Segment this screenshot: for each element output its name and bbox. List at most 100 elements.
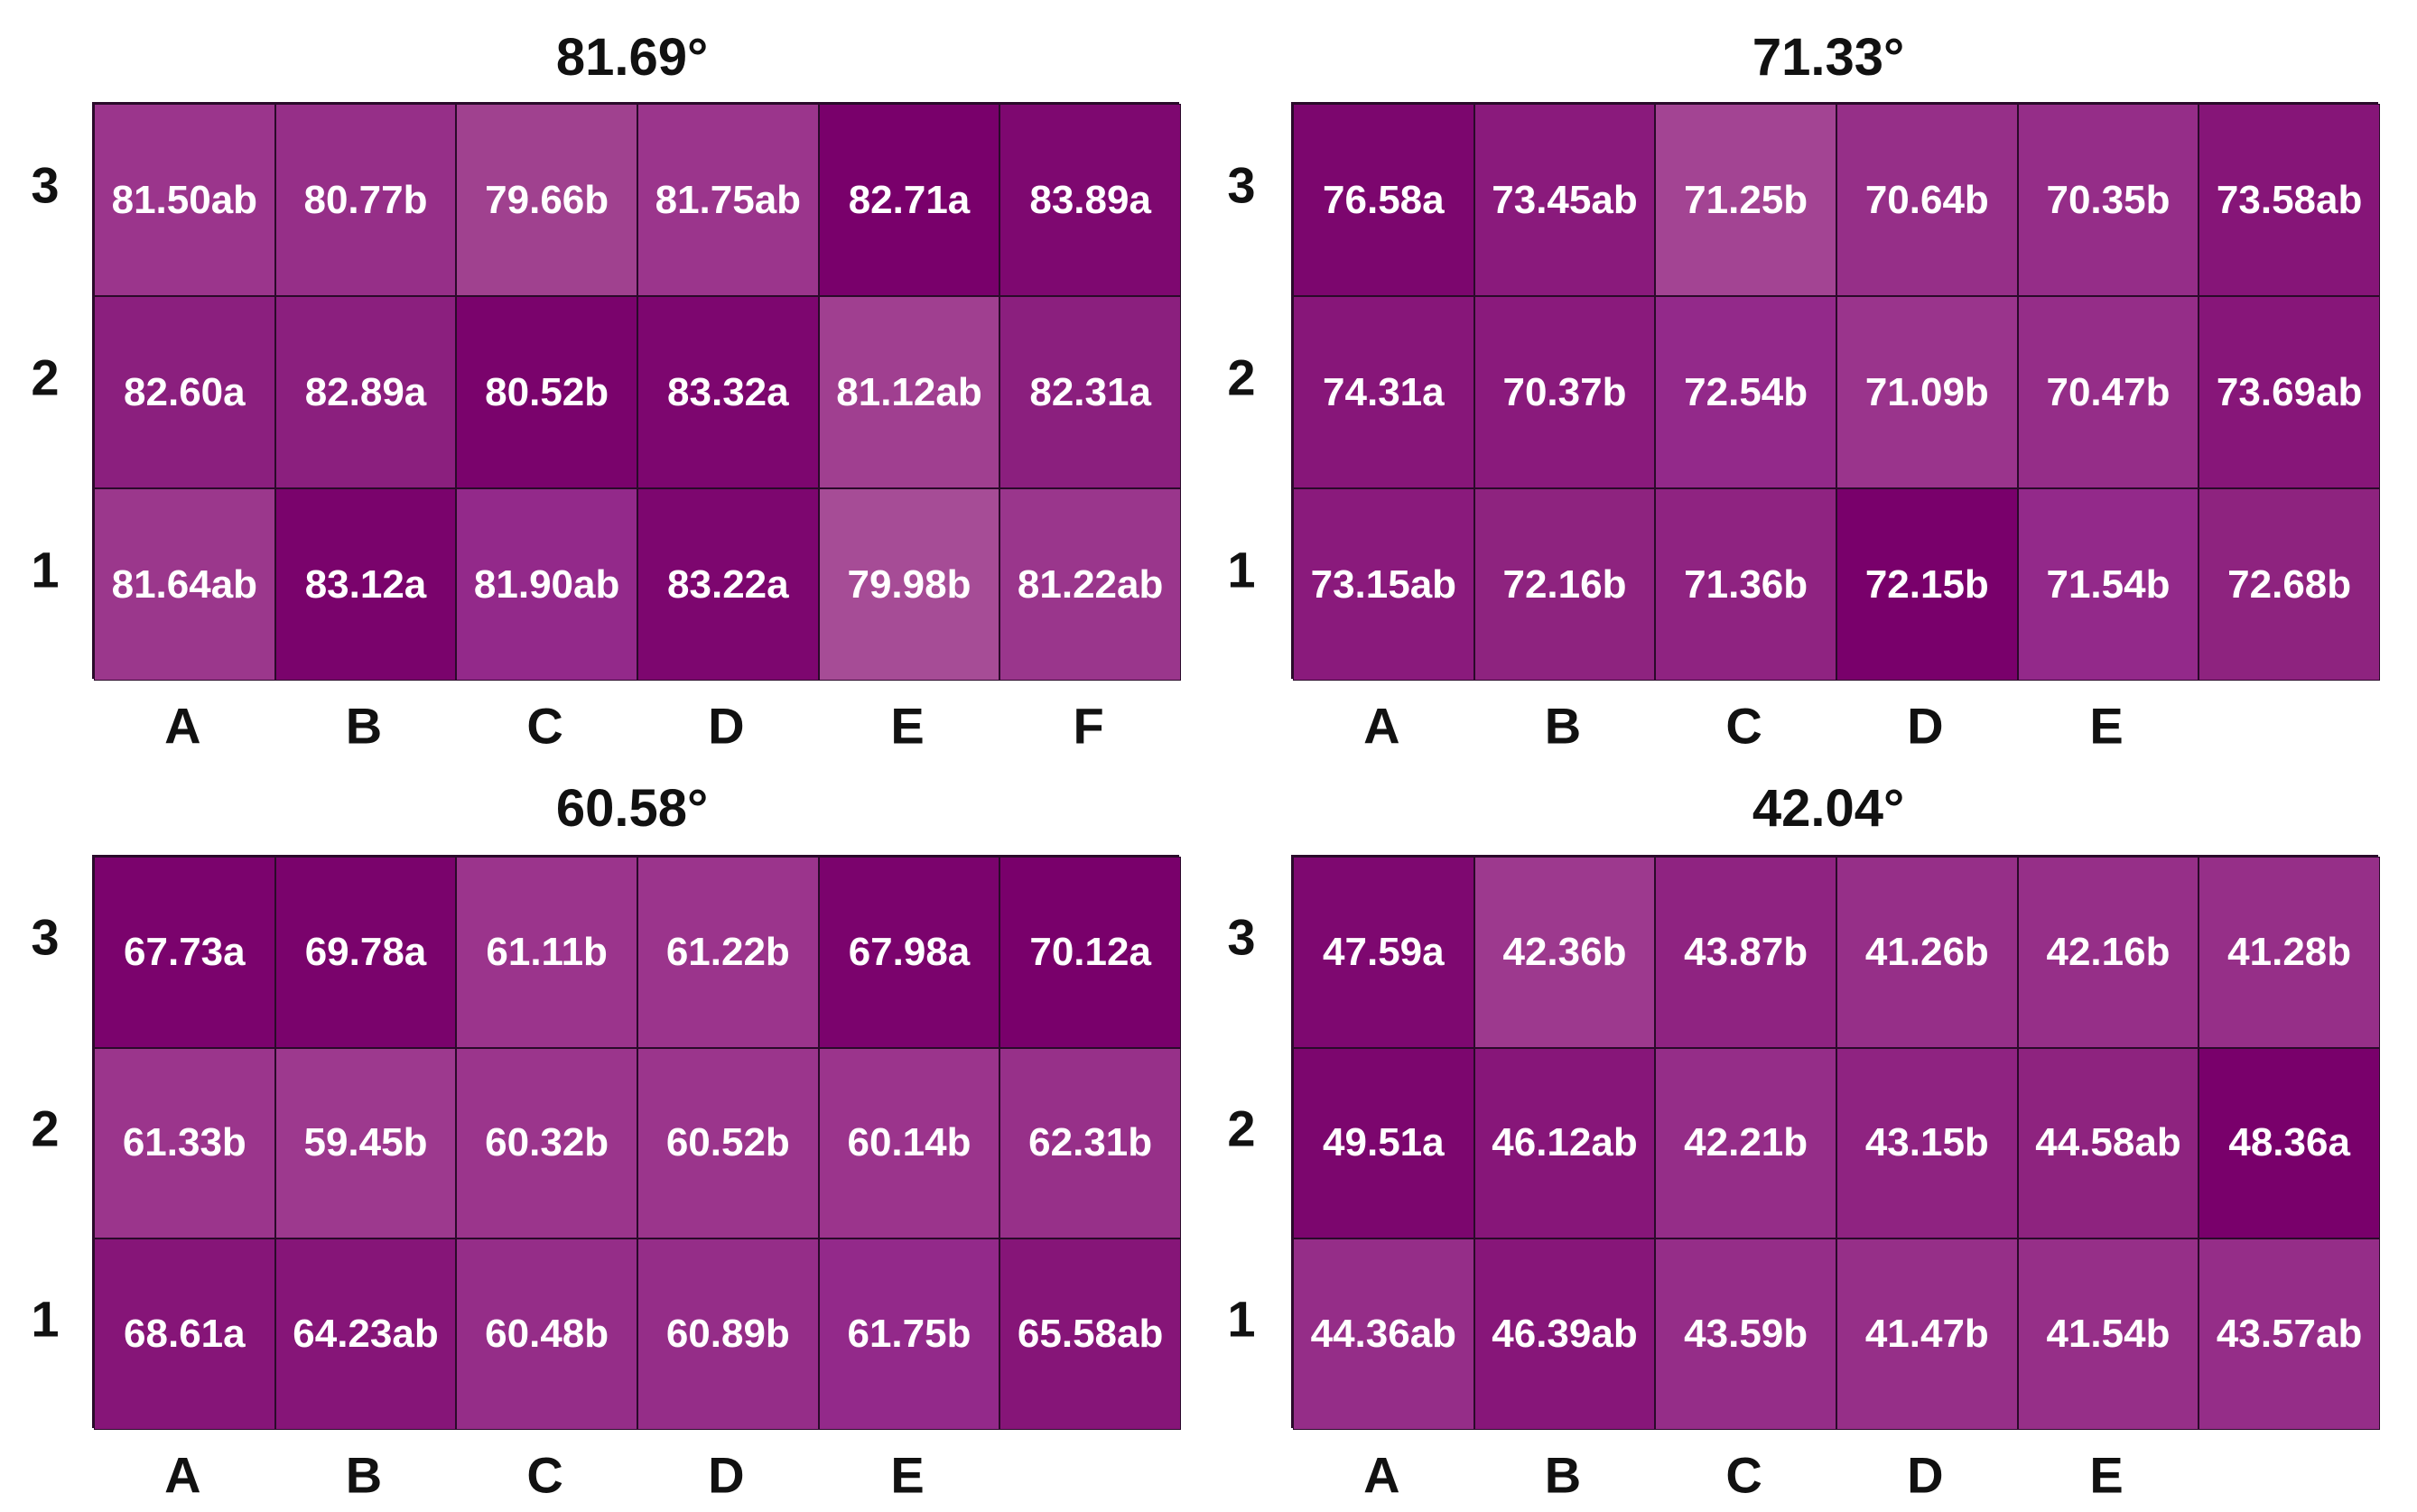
heatmap-cell: 42.21b (1655, 1047, 1836, 1239)
x-tick-label: C (1725, 697, 1762, 755)
heatmap-cell: 80.52b (456, 296, 637, 488)
heatmap-cell: 76.58a (1293, 104, 1474, 296)
x-tick-label: E (2089, 1446, 2124, 1504)
y-tick-label: 3 (31, 156, 60, 214)
heatmap-cell: 82.89a (274, 296, 457, 488)
heatmap-cell: 71.36b (1655, 488, 1836, 681)
y-tick-label: 3 (31, 908, 60, 966)
heatmap-grid: 67.73a 69.78a 61.11b 61.22b 67.98a 70.12a 61.3… (92, 855, 1181, 1430)
y-tick-label: 1 (31, 1290, 60, 1348)
y-tick-label: 3 (1227, 908, 1256, 966)
heatmap-cell: 70.37b (1473, 296, 1656, 488)
x-tick-label: B (1544, 1446, 1582, 1504)
x-tick-label: D (1907, 1446, 1944, 1504)
y-tick-label: 2 (1227, 1099, 1256, 1157)
panel-title: 81.69° (555, 28, 709, 87)
x-tick-label: A (1363, 697, 1400, 755)
y-tick-label: 1 (1227, 541, 1256, 598)
heatmap-cell: 67.73a (94, 857, 275, 1048)
heatmap-cell: 67.98a (818, 857, 1000, 1048)
heatmap-cell: 83.12a (274, 488, 457, 681)
heatmap-cell: 43.59b (1655, 1238, 1836, 1430)
heatmap-cell: 42.16b (2017, 857, 2199, 1048)
heatmap-cell: 64.23ab (274, 1238, 457, 1430)
heatmap-cell: 41.28b (2199, 857, 2380, 1048)
heatmap-cell: 81.64ab (94, 488, 275, 681)
y-tick-label: 3 (1227, 156, 1256, 214)
heatmap-cell: 83.32a (637, 296, 819, 488)
heatmap-cell: 71.09b (1836, 296, 2018, 488)
x-tick-label: B (345, 1446, 383, 1504)
heatmap-cell: 46.39ab (1473, 1238, 1656, 1430)
heatmap-cell: 49.51a (1293, 1047, 1474, 1239)
heatmap-cell: 61.22b (637, 857, 819, 1048)
heatmap-cell: 81.90ab (456, 488, 637, 681)
heatmap-cell: 81.22ab (999, 488, 1181, 681)
heatmap-cell: 68.61a (94, 1238, 275, 1430)
x-tick-label: D (1907, 697, 1944, 755)
x-tick-label: D (708, 1446, 745, 1504)
heatmap-cell: 62.31b (999, 1047, 1181, 1239)
heatmap-cell: 81.75ab (637, 104, 819, 296)
heatmap-cell: 47.59a (1293, 857, 1474, 1048)
panel-title: 71.33° (1752, 28, 1905, 87)
heatmap-cell: 69.78a (274, 857, 457, 1048)
heatmap-cell: 43.57ab (2199, 1238, 2380, 1430)
heatmap-cell: 60.52b (637, 1047, 819, 1239)
y-tick-label: 2 (31, 1099, 60, 1157)
heatmap-cell: 72.68b (2199, 488, 2380, 681)
heatmap-grid: 47.59a 42.36b 43.87b 41.26b 42.16b 41.28b 49.5… (1291, 855, 2380, 1430)
heatmap-cell: 71.54b (2017, 488, 2199, 681)
heatmap-cell: 41.54b (2017, 1238, 2199, 1430)
x-tick-label: C (526, 1446, 563, 1504)
heatmap-cell: 73.45ab (1473, 104, 1656, 296)
heatmap-cell: 74.31a (1293, 296, 1474, 488)
heatmap-cell: 72.54b (1655, 296, 1836, 488)
heatmap-cell: 59.45b (274, 1047, 457, 1239)
heatmap-cell: 60.48b (456, 1238, 637, 1430)
x-tick-label: D (708, 697, 745, 755)
heatmap-cell: 79.66b (456, 104, 637, 296)
heatmap-cell: 61.11b (456, 857, 637, 1048)
heatmap-grid: 76.58a 73.45ab 71.25b 70.64b 70.35b 73.58ab 74… (1291, 102, 2380, 681)
heatmap-cell: 65.58ab (999, 1238, 1181, 1430)
heatmap-cell: 41.26b (1836, 857, 2018, 1048)
x-tick-label: B (1544, 697, 1582, 755)
heatmap-cell: 81.12ab (818, 296, 1000, 488)
panel-title: 42.04° (1752, 779, 1905, 838)
heatmap-cell: 83.89a (999, 104, 1181, 296)
heatmap-cell: 82.71a (818, 104, 1000, 296)
heatmap-cell: 70.35b (2017, 104, 2199, 296)
heatmap-cell: 48.36a (2199, 1047, 2380, 1239)
heatmap-cell: 73.69ab (2199, 296, 2380, 488)
heatmap-cell: 81.50ab (94, 104, 275, 296)
heatmap-cell: 60.14b (818, 1047, 1000, 1239)
x-tick-label: E (890, 1446, 925, 1504)
x-tick-label: A (164, 697, 201, 755)
heatmap-cell: 72.15b (1836, 488, 2018, 681)
x-tick-label: E (890, 697, 925, 755)
heatmap-cell: 44.58ab (2017, 1047, 2199, 1239)
x-tick-label: F (1073, 697, 1104, 755)
heatmap-cell: 42.36b (1473, 857, 1656, 1048)
heatmap-cell: 43.15b (1836, 1047, 2018, 1239)
heatmap-cell: 71.25b (1655, 104, 1836, 296)
heatmap-cell: 60.89b (637, 1238, 819, 1430)
heatmap-cell: 70.12a (999, 857, 1181, 1048)
heatmap-cell: 70.47b (2017, 296, 2199, 488)
x-tick-label: C (526, 697, 563, 755)
heatmap-cell: 60.32b (456, 1047, 637, 1239)
y-tick-label: 2 (1227, 348, 1256, 406)
heatmap-cell: 82.60a (94, 296, 275, 488)
heatmap-cell: 83.22a (637, 488, 819, 681)
x-tick-label: B (345, 697, 383, 755)
heatmap-cell: 79.98b (818, 488, 1000, 681)
heatmap-cell: 61.33b (94, 1047, 275, 1239)
heatmap-cell: 82.31a (999, 296, 1181, 488)
y-tick-label: 1 (1227, 1290, 1256, 1348)
heatmap-cell: 43.87b (1655, 857, 1836, 1048)
heatmap-cell: 73.15ab (1293, 488, 1474, 681)
x-tick-label: A (164, 1446, 201, 1504)
heatmap-cell: 61.75b (818, 1238, 1000, 1430)
heatmap-cell: 72.16b (1473, 488, 1656, 681)
